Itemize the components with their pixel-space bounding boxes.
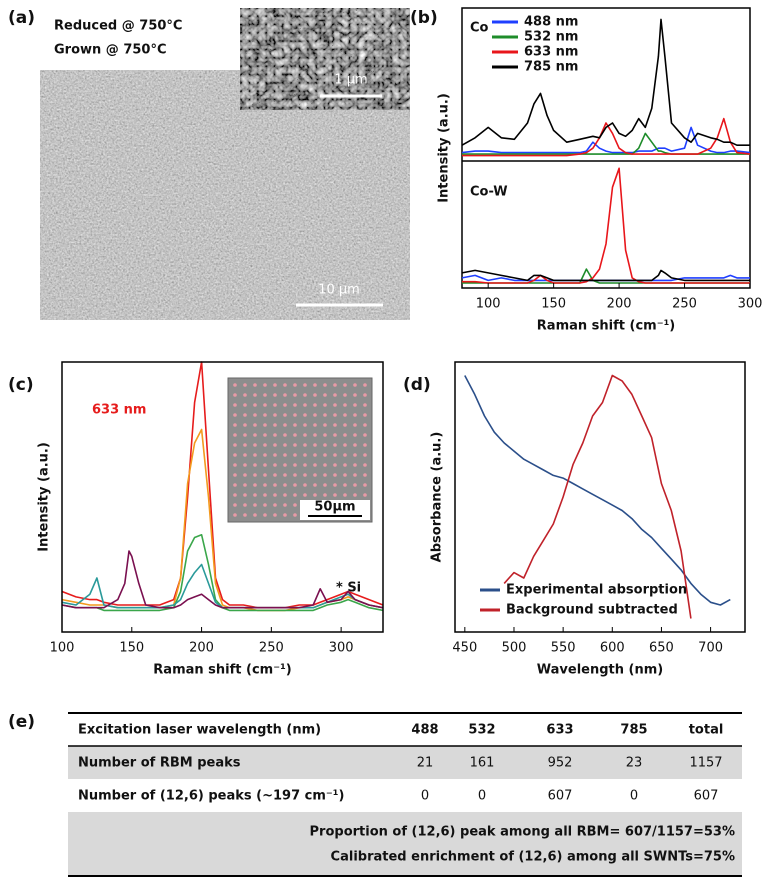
table-note: Proportion of (12,6) peak among all RBM=…	[310, 825, 735, 840]
x-tick-label: 150	[541, 297, 566, 312]
plot-frame	[461, 7, 751, 289]
legend-label: Experimental absorption	[506, 583, 687, 598]
spectrum	[61, 534, 384, 612]
table-cell: Number of (12,6) peaks (~197 cm⁻¹)	[78, 789, 344, 804]
x-tick-label: 450	[452, 641, 477, 656]
y-axis-label: Intensity (a.u.)	[437, 93, 452, 203]
x-tick-label: 200	[189, 641, 214, 656]
spectrum	[61, 563, 384, 609]
x-axis-label: Raman shift (cm⁻¹)	[537, 319, 675, 334]
spectrum	[461, 126, 751, 154]
table-cell: Number of RBM peaks	[78, 756, 241, 771]
table-cell: 952	[548, 756, 573, 771]
x-tick-label: 150	[119, 641, 144, 656]
y-axis-label: Intensity (a.u.)	[37, 442, 52, 552]
optical-inset	[227, 377, 373, 523]
spectrum	[61, 550, 384, 609]
subplot-label: Co	[470, 21, 489, 36]
table-cell: 1157	[689, 756, 722, 771]
legend-label: 488 nm	[524, 15, 578, 30]
sem-caption: Grown @ 750°C	[54, 43, 167, 58]
scale-label: 1 μm	[334, 73, 367, 88]
scale-label: 50μm	[314, 500, 355, 515]
x-tick-label: 500	[502, 641, 527, 656]
table-note: Calibrated enrichment of (12,6) among al…	[331, 850, 735, 865]
sem-caption: Reduced @ 750°C	[54, 19, 182, 34]
table-cell: 607	[548, 789, 573, 804]
annotation: 633 nm	[92, 403, 146, 418]
x-tick-label: 650	[649, 641, 674, 656]
table-header: 633	[546, 723, 573, 738]
table-cell: 21	[417, 756, 434, 771]
table-header: 488	[411, 723, 438, 738]
legend-label: Background subtracted	[506, 603, 678, 618]
x-tick-label: 300	[329, 641, 354, 656]
spectrum	[461, 18, 750, 146]
y-axis-label: Absorbance (a.u.)	[430, 432, 445, 563]
x-tick-label: 250	[259, 641, 284, 656]
scale-label: 10 μm	[318, 283, 360, 298]
legend-label: 532 nm	[524, 30, 578, 45]
row-shade	[68, 812, 742, 876]
panel-label: (a)	[8, 8, 35, 28]
spectrum	[464, 375, 731, 606]
table-cell: 0	[421, 789, 429, 804]
spectrum	[462, 117, 751, 157]
x-axis-label: Raman shift (cm⁻¹)	[153, 663, 291, 678]
annotation: * Si	[336, 581, 361, 596]
spectrum	[503, 374, 692, 619]
sem-inset	[239, 7, 411, 111]
legend-label: 785 nm	[524, 60, 578, 75]
spectrum	[462, 167, 750, 284]
table-cell: 0	[478, 789, 486, 804]
table-cell: 23	[626, 756, 643, 771]
table-cell: 607	[694, 789, 719, 804]
plot-frame	[61, 361, 384, 633]
table-header: Excitation laser wavelength (nm)	[78, 723, 321, 738]
spectrum	[461, 269, 750, 282]
table-header: 532	[468, 723, 495, 738]
panel-label: (b)	[410, 8, 438, 28]
x-axis-label: Wavelength (nm)	[537, 663, 663, 678]
table-header: 785	[620, 723, 647, 738]
x-tick-label: 200	[607, 297, 632, 312]
x-tick-label: 550	[551, 641, 576, 656]
table-cell: 0	[630, 789, 638, 804]
plot-frame	[454, 361, 746, 633]
x-tick-label: 100	[476, 297, 501, 312]
x-tick-label: 600	[600, 641, 625, 656]
spectrum	[61, 361, 384, 609]
table-cell: 161	[470, 756, 495, 771]
legend-label: 633 nm	[524, 45, 578, 60]
x-tick-label: 250	[672, 297, 697, 312]
panel-label: (d)	[403, 375, 431, 395]
panel-label: (c)	[8, 375, 34, 395]
table-header: total	[689, 723, 724, 738]
x-tick-label: 100	[50, 641, 75, 656]
panel-label: (e)	[8, 712, 35, 732]
x-tick-label: 700	[698, 641, 723, 656]
row-shade	[68, 746, 742, 779]
x-tick-label: 300	[738, 297, 763, 312]
spectrum	[462, 132, 750, 155]
text-box	[40, 8, 240, 70]
subplot-label: Co-W	[470, 185, 508, 200]
